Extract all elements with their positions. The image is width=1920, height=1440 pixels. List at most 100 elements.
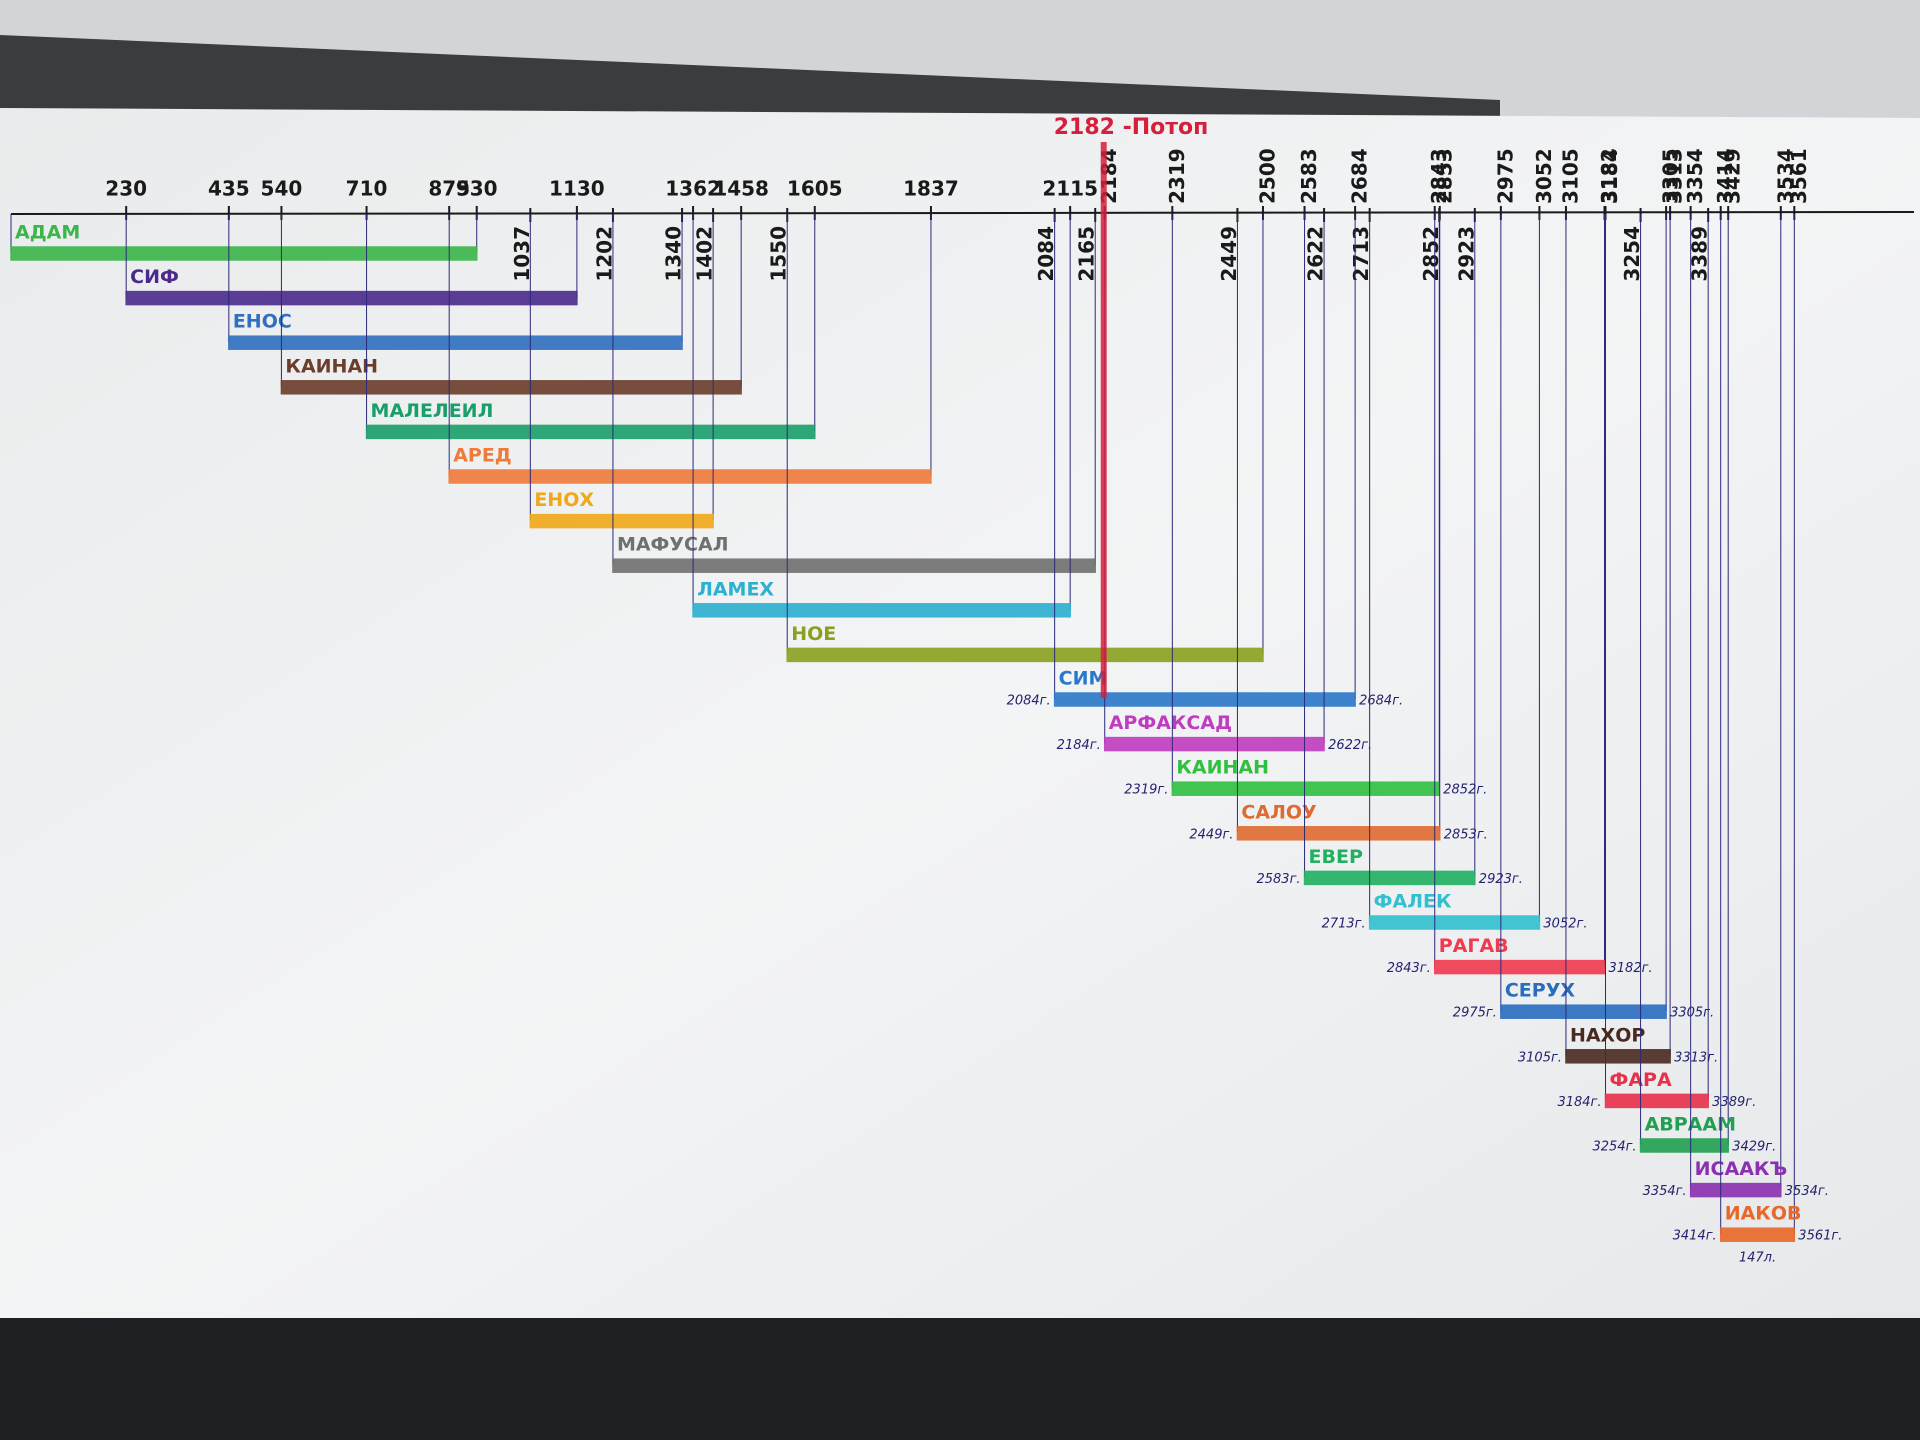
person-name: АДАМ — [15, 222, 80, 244]
x-tick-label: 2843 — [1427, 148, 1451, 204]
start-label: 2184г. — [1057, 738, 1101, 753]
end-label: 3429г. — [1732, 1140, 1776, 1155]
end-label: 3534г. — [1785, 1184, 1829, 1199]
person-name: ФАЛЕК — [1374, 891, 1452, 913]
person-name: НОЕ — [791, 623, 836, 645]
end-label: 2852г. — [1443, 783, 1487, 798]
start-label: 2975г. — [1453, 1006, 1497, 1021]
x-tick-label: 2500 — [1255, 148, 1279, 204]
lifespan-bar — [280, 380, 742, 395]
lifespan-bar — [529, 513, 714, 529]
start-label: 3254г. — [1593, 1140, 1637, 1155]
lifespan-bar — [1171, 781, 1441, 796]
lifespan-bar — [365, 424, 816, 440]
x-tick-label: 540 — [261, 177, 303, 201]
x-tick-label: 3105 — [1558, 148, 1582, 204]
person-name: СИФ — [130, 266, 179, 288]
lifespan-bar — [1103, 736, 1325, 752]
end-label: 3389г. — [1712, 1095, 1756, 1110]
x-tick-label: 3184 — [1598, 148, 1622, 204]
start-label: 2843г. — [1387, 961, 1431, 976]
lifespan-bar — [1500, 1004, 1667, 1019]
x-tick-label: 2583 — [1297, 148, 1321, 204]
end-label: 3182г. — [1609, 961, 1653, 976]
x-tick-label: 875 — [428, 177, 470, 201]
start-label: 3184г. — [1557, 1095, 1601, 1110]
lifespan-bar — [1236, 826, 1441, 841]
end-label: 2853г. — [1444, 827, 1488, 842]
x-tick-label: 3313 — [1663, 148, 1687, 204]
person-name: ЛАМЕХ — [697, 578, 774, 600]
person-name: КАИНАН — [1176, 757, 1269, 779]
x-tick-label: 1362 — [665, 177, 721, 201]
lifespan-bar — [1604, 1093, 1709, 1109]
x-tick-label: 3052 — [1532, 148, 1556, 204]
lifespan-bar — [1719, 1227, 1796, 1242]
start-label: 2084г. — [1007, 694, 1051, 709]
start-label: 3354г. — [1643, 1184, 1687, 1199]
x-tick-label: 2975 — [1493, 148, 1517, 204]
lifespan-bar — [1433, 959, 1606, 975]
lifespan-bar — [125, 290, 578, 306]
lifespan-bar — [448, 469, 932, 484]
x-tick-label: 2115 — [1042, 177, 1098, 201]
person-name: ИАКОВ — [1725, 1203, 1802, 1225]
person-name: СЕРУХ — [1505, 980, 1575, 1002]
dark-edge — [0, 35, 1500, 118]
x-tick-label: 3182 — [1597, 148, 1621, 204]
end-label: 3305г. — [1670, 1006, 1714, 1021]
lifespan-bar — [786, 647, 1264, 663]
x-tick-label: 2684 — [1348, 148, 1372, 204]
x-tick-label: 2319 — [1165, 148, 1189, 204]
flood-label: 2182 -Потоп — [1054, 115, 1209, 140]
x-tick-label: 2853 — [1432, 148, 1456, 204]
end-label: 3052г. — [1543, 917, 1587, 932]
start-label: 3105г. — [1518, 1050, 1562, 1065]
x-tick-label: 3414 — [1713, 148, 1737, 204]
x-tick-label: 3354 — [1683, 148, 1707, 204]
person-name: МАФУСАЛ — [617, 534, 729, 556]
lifespan-bar — [228, 335, 683, 350]
x-tick-label: 1458 — [713, 177, 769, 201]
x-tick-label: 1837 — [903, 177, 959, 201]
lifespan-bar — [1303, 870, 1476, 886]
end-label: 3561г. — [1798, 1229, 1842, 1244]
lifespan-bar — [1565, 1049, 1671, 1064]
end-label: 2622г. — [1328, 738, 1372, 753]
start-label: 2713г. — [1322, 917, 1366, 932]
start-label: 2583г. — [1256, 872, 1300, 887]
x-tick-label: 3305 — [1659, 148, 1683, 204]
person-name: ЕНОХ — [534, 489, 594, 511]
person-name: ЕНОС — [233, 311, 292, 333]
start-label: 2449г. — [1189, 827, 1233, 842]
x-tick-label: 1130 — [549, 177, 605, 201]
x-tick-label: 3534 — [1773, 148, 1797, 204]
person-name: ЕВЕР — [1309, 846, 1363, 868]
lifespan-bar — [1689, 1182, 1782, 1198]
lifespan-bar — [612, 558, 1096, 573]
lifespan-bar — [10, 246, 478, 261]
x-tick-label: 1605 — [787, 177, 843, 201]
x-tick-label: 435 — [208, 177, 250, 201]
person-name: КАИНАН — [285, 355, 378, 377]
person-name: ИСААКЪ — [1695, 1158, 1788, 1180]
lifespan-bar — [1053, 692, 1356, 707]
person-name: АРФАКСАД — [1109, 712, 1232, 734]
person-name: МАЛЕЛЕИЛ — [371, 400, 494, 422]
lifespan-bar — [1639, 1138, 1729, 1153]
person-name: АРЕД — [453, 445, 512, 467]
x-tick-label: 230 — [105, 177, 147, 201]
lifespan-bar — [692, 603, 1071, 618]
person-name: СИМ — [1059, 668, 1108, 690]
axis-line — [10, 211, 1915, 215]
start-label: 2319г. — [1124, 783, 1168, 798]
end-label: 2684г. — [1359, 694, 1403, 709]
end-label: 3313г. — [1674, 1050, 1718, 1065]
x-tick-label: 3561 — [1787, 148, 1811, 204]
lifespan-bar — [1368, 915, 1541, 930]
x-tick-label: 930 — [456, 177, 498, 201]
table — [0, 1318, 1920, 1440]
